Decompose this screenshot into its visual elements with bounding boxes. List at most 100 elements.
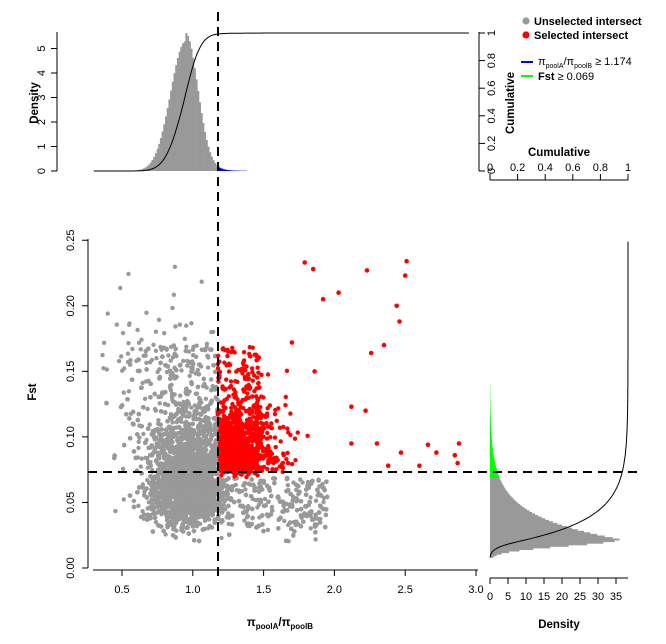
unselected-point <box>294 487 299 492</box>
top-histogram-bar <box>204 132 207 171</box>
unselected-point <box>138 347 143 352</box>
top-density-tick-label: 0 <box>36 168 48 174</box>
unselected-point <box>138 514 144 520</box>
unselected-point <box>277 499 283 504</box>
unselected-point <box>136 445 141 451</box>
top-cumulative-tick-label: 0 <box>486 168 498 174</box>
top-cumulative-tick-label: 1 <box>486 30 498 36</box>
unselected-point <box>140 380 145 386</box>
top-cumulative-ticks: 00.20.40.60.81 <box>479 30 498 174</box>
top-histogram-bar <box>209 152 212 171</box>
unselected-point <box>138 464 143 469</box>
unselected-point <box>136 439 141 444</box>
unselected-point <box>140 509 145 514</box>
top-histogram-bar <box>159 138 162 171</box>
top-histogram-bar <box>141 169 144 171</box>
unselected-point <box>308 495 313 500</box>
unselected-point <box>168 412 174 417</box>
unselected-point <box>225 491 231 497</box>
top-histogram-bar <box>231 170 234 171</box>
top-histogram-bar <box>199 102 201 171</box>
top-histogram-bar <box>192 57 195 171</box>
unselected-point <box>226 521 231 527</box>
unselected-point <box>187 373 192 379</box>
top-histogram-bar <box>193 68 196 171</box>
top-histogram-bar <box>214 163 217 171</box>
unselected-point <box>265 527 271 533</box>
top-histogram-bar <box>234 170 237 171</box>
unselected-point <box>219 535 224 541</box>
unselected-point <box>157 401 162 406</box>
unselected-point <box>298 477 303 482</box>
unselected-point <box>139 456 144 461</box>
top-cumulative-tick-label: 0.6 <box>486 81 498 96</box>
unselected-point <box>131 498 137 504</box>
top-histogram-bar <box>175 65 178 171</box>
unselected-point <box>136 503 141 508</box>
unselected-point <box>313 498 319 503</box>
unselected-point <box>141 431 146 437</box>
unselected-point <box>120 466 126 471</box>
top-density-tick-label: 3 <box>36 94 48 100</box>
unselected-point <box>290 498 295 503</box>
top-histogram-bar <box>154 153 157 171</box>
top-histogram-bar <box>188 41 191 172</box>
unselected-point <box>262 496 268 502</box>
top-density-ticks: 0 1 2 3 4 5 <box>36 45 57 174</box>
top-histogram-bar <box>190 48 193 171</box>
unselected-point <box>156 418 161 423</box>
top-histogram-bar <box>202 123 205 171</box>
top-histogram-bar <box>153 156 156 171</box>
top-histogram-bar <box>210 156 213 171</box>
unselected-point <box>282 518 287 524</box>
top-histogram-bar <box>143 168 145 171</box>
unselected-point <box>121 497 127 502</box>
top-density-tick-label: 2 <box>36 119 48 125</box>
top-histogram-bar <box>180 46 183 171</box>
top-histogram-bar <box>187 35 190 172</box>
unselected-point <box>167 385 173 390</box>
unselected-point <box>125 351 131 356</box>
top-histogram-bar <box>144 167 147 171</box>
unselected-point <box>242 518 247 523</box>
unselected-point <box>121 390 127 395</box>
top-density-tick-label: 5 <box>36 45 48 51</box>
unselected-point <box>179 368 184 373</box>
unselected-point <box>195 367 200 373</box>
top-histogram-bar <box>212 160 215 171</box>
unselected-point <box>178 393 183 398</box>
unselected-point <box>166 353 171 358</box>
top-density-tick-label: 4 <box>36 70 48 76</box>
unselected-point <box>113 508 118 514</box>
top-histogram-bar <box>166 108 169 171</box>
unselected-point <box>315 493 320 498</box>
top-histogram-bar <box>205 140 208 171</box>
unselected-point <box>126 389 132 394</box>
unselected-point <box>210 384 215 389</box>
unselected-point <box>189 405 194 410</box>
top-density-label: Density <box>29 82 41 124</box>
unselected-point <box>243 487 248 492</box>
unselected-point <box>146 500 151 505</box>
top-histogram-bar <box>207 146 210 171</box>
unselected-point <box>285 483 291 488</box>
unselected-point <box>163 532 168 537</box>
top-histogram-bar <box>224 169 227 171</box>
unselected-point <box>185 363 190 368</box>
top-histogram-bar <box>171 81 174 171</box>
top-histogram-bar <box>219 167 222 171</box>
unselected-point <box>308 526 313 531</box>
top-histogram-bar <box>146 166 149 171</box>
top-histogram-bar <box>200 113 203 171</box>
top-histogram-bar <box>221 168 224 171</box>
top-histogram-bar <box>178 51 181 171</box>
top-cumulative-tick-label: 0.8 <box>486 53 498 68</box>
top-cumulative-label: Cumulative <box>505 72 517 134</box>
top-density-tick-label: 1 <box>36 143 48 149</box>
top-cumulative-curve <box>93 32 469 172</box>
unselected-point <box>183 414 189 419</box>
unselected-point <box>153 348 159 353</box>
unselected-point <box>169 395 175 400</box>
